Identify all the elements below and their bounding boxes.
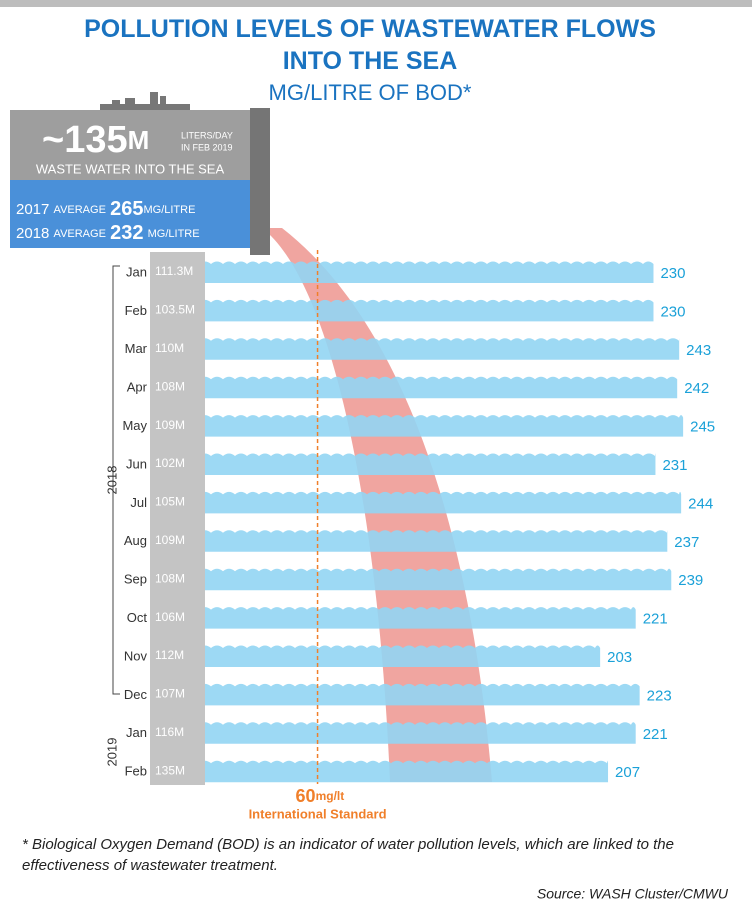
- bar: [199, 645, 601, 667]
- year-label: 2019: [104, 738, 119, 767]
- month-label: Dec: [124, 687, 148, 702]
- value-label: 223: [647, 687, 672, 704]
- bar: [199, 530, 668, 552]
- month-label: Nov: [124, 648, 148, 663]
- bar: [199, 299, 654, 322]
- flow-label: 102M: [155, 456, 185, 470]
- chart-subtitle: MG/LITRE OF BOD*: [269, 80, 472, 105]
- month-label: Apr: [127, 380, 148, 395]
- flow-label: 109M: [155, 418, 185, 432]
- bar: [199, 491, 682, 514]
- bar: [199, 607, 636, 629]
- date-note: IN FEB 2019: [181, 142, 233, 152]
- month-label: Feb: [125, 764, 147, 779]
- chart-title: POLLUTION LEVELS OF WASTEWATER FLOWS INTO…: [84, 15, 656, 75]
- footnote-box: * Biological Oxygen Demand (BOD) is an i…: [22, 836, 674, 874]
- flow-label: 107M: [155, 687, 185, 701]
- headline-caption: WASTE WATER INTO THE SEA: [36, 161, 225, 176]
- average-row: 2018 AVERAGE 232 MG/LITRE: [16, 222, 200, 244]
- value-label: 244: [688, 495, 713, 512]
- year-label: 2018: [104, 466, 119, 495]
- headline: ~135M: [42, 119, 149, 161]
- value-label: 237: [674, 534, 699, 551]
- year-bracket: [112, 265, 120, 695]
- month-label: Jun: [126, 456, 147, 471]
- bar: [199, 722, 636, 744]
- value-label: 221: [643, 726, 668, 743]
- flow-column: [150, 252, 205, 785]
- value-label: 231: [662, 457, 687, 474]
- month-label: Jan: [126, 264, 147, 279]
- standard-value: 60mg/lt: [296, 786, 345, 806]
- value-label: 230: [660, 303, 685, 320]
- flow-label: 111.3M: [155, 264, 193, 278]
- footnote: * Biological Oxygen Demand (BOD) is an i…: [22, 836, 674, 874]
- flow-label: 105M: [155, 495, 185, 509]
- flow-label: 112M: [155, 648, 184, 662]
- value-label: 207: [615, 764, 640, 781]
- flow-label: 135M: [155, 763, 185, 777]
- month-label: Mar: [125, 341, 148, 356]
- value-label: 221: [643, 611, 668, 628]
- value-label: 239: [678, 572, 703, 589]
- flow-label: 106M: [155, 610, 185, 624]
- value-label: 243: [686, 342, 711, 359]
- month-label: Jan: [126, 725, 147, 740]
- flow-label: 109M: [155, 533, 185, 547]
- bar: [199, 683, 640, 706]
- source: Source: WASH Cluster/CMWU: [537, 886, 729, 902]
- value-label: 242: [684, 380, 709, 397]
- month-label: Jul: [130, 495, 147, 510]
- flow-label: 108M: [155, 379, 185, 393]
- month-label: Sep: [124, 572, 147, 587]
- bar: [199, 338, 680, 360]
- bar: [199, 760, 609, 783]
- flow-label: 108M: [155, 571, 185, 585]
- standard-label: International Standard: [249, 806, 387, 821]
- averages-box: [10, 180, 250, 248]
- month-label: Oct: [127, 610, 148, 625]
- flow-label: 103.5M: [155, 303, 195, 317]
- month-label: May: [122, 418, 147, 433]
- bar: [199, 568, 672, 591]
- bar: [199, 453, 656, 475]
- unit-note: LITERS/DAY: [181, 130, 233, 140]
- pipe: [250, 108, 270, 255]
- flow-label: 110M: [155, 341, 184, 355]
- top-strip: [0, 0, 752, 7]
- value-label: 245: [690, 419, 715, 436]
- month-label: Feb: [125, 303, 147, 318]
- bar: [199, 415, 684, 437]
- value-label: 203: [607, 649, 632, 666]
- bar: [199, 261, 654, 283]
- skyline-icon: [100, 92, 190, 112]
- headline-box: [10, 110, 250, 180]
- flow-label: 116M: [155, 725, 184, 739]
- value-label: 230: [660, 265, 685, 282]
- bar: [199, 376, 678, 399]
- average-row: 2017 AVERAGE 265MG/LITRE: [16, 198, 195, 220]
- month-label: Aug: [124, 533, 147, 548]
